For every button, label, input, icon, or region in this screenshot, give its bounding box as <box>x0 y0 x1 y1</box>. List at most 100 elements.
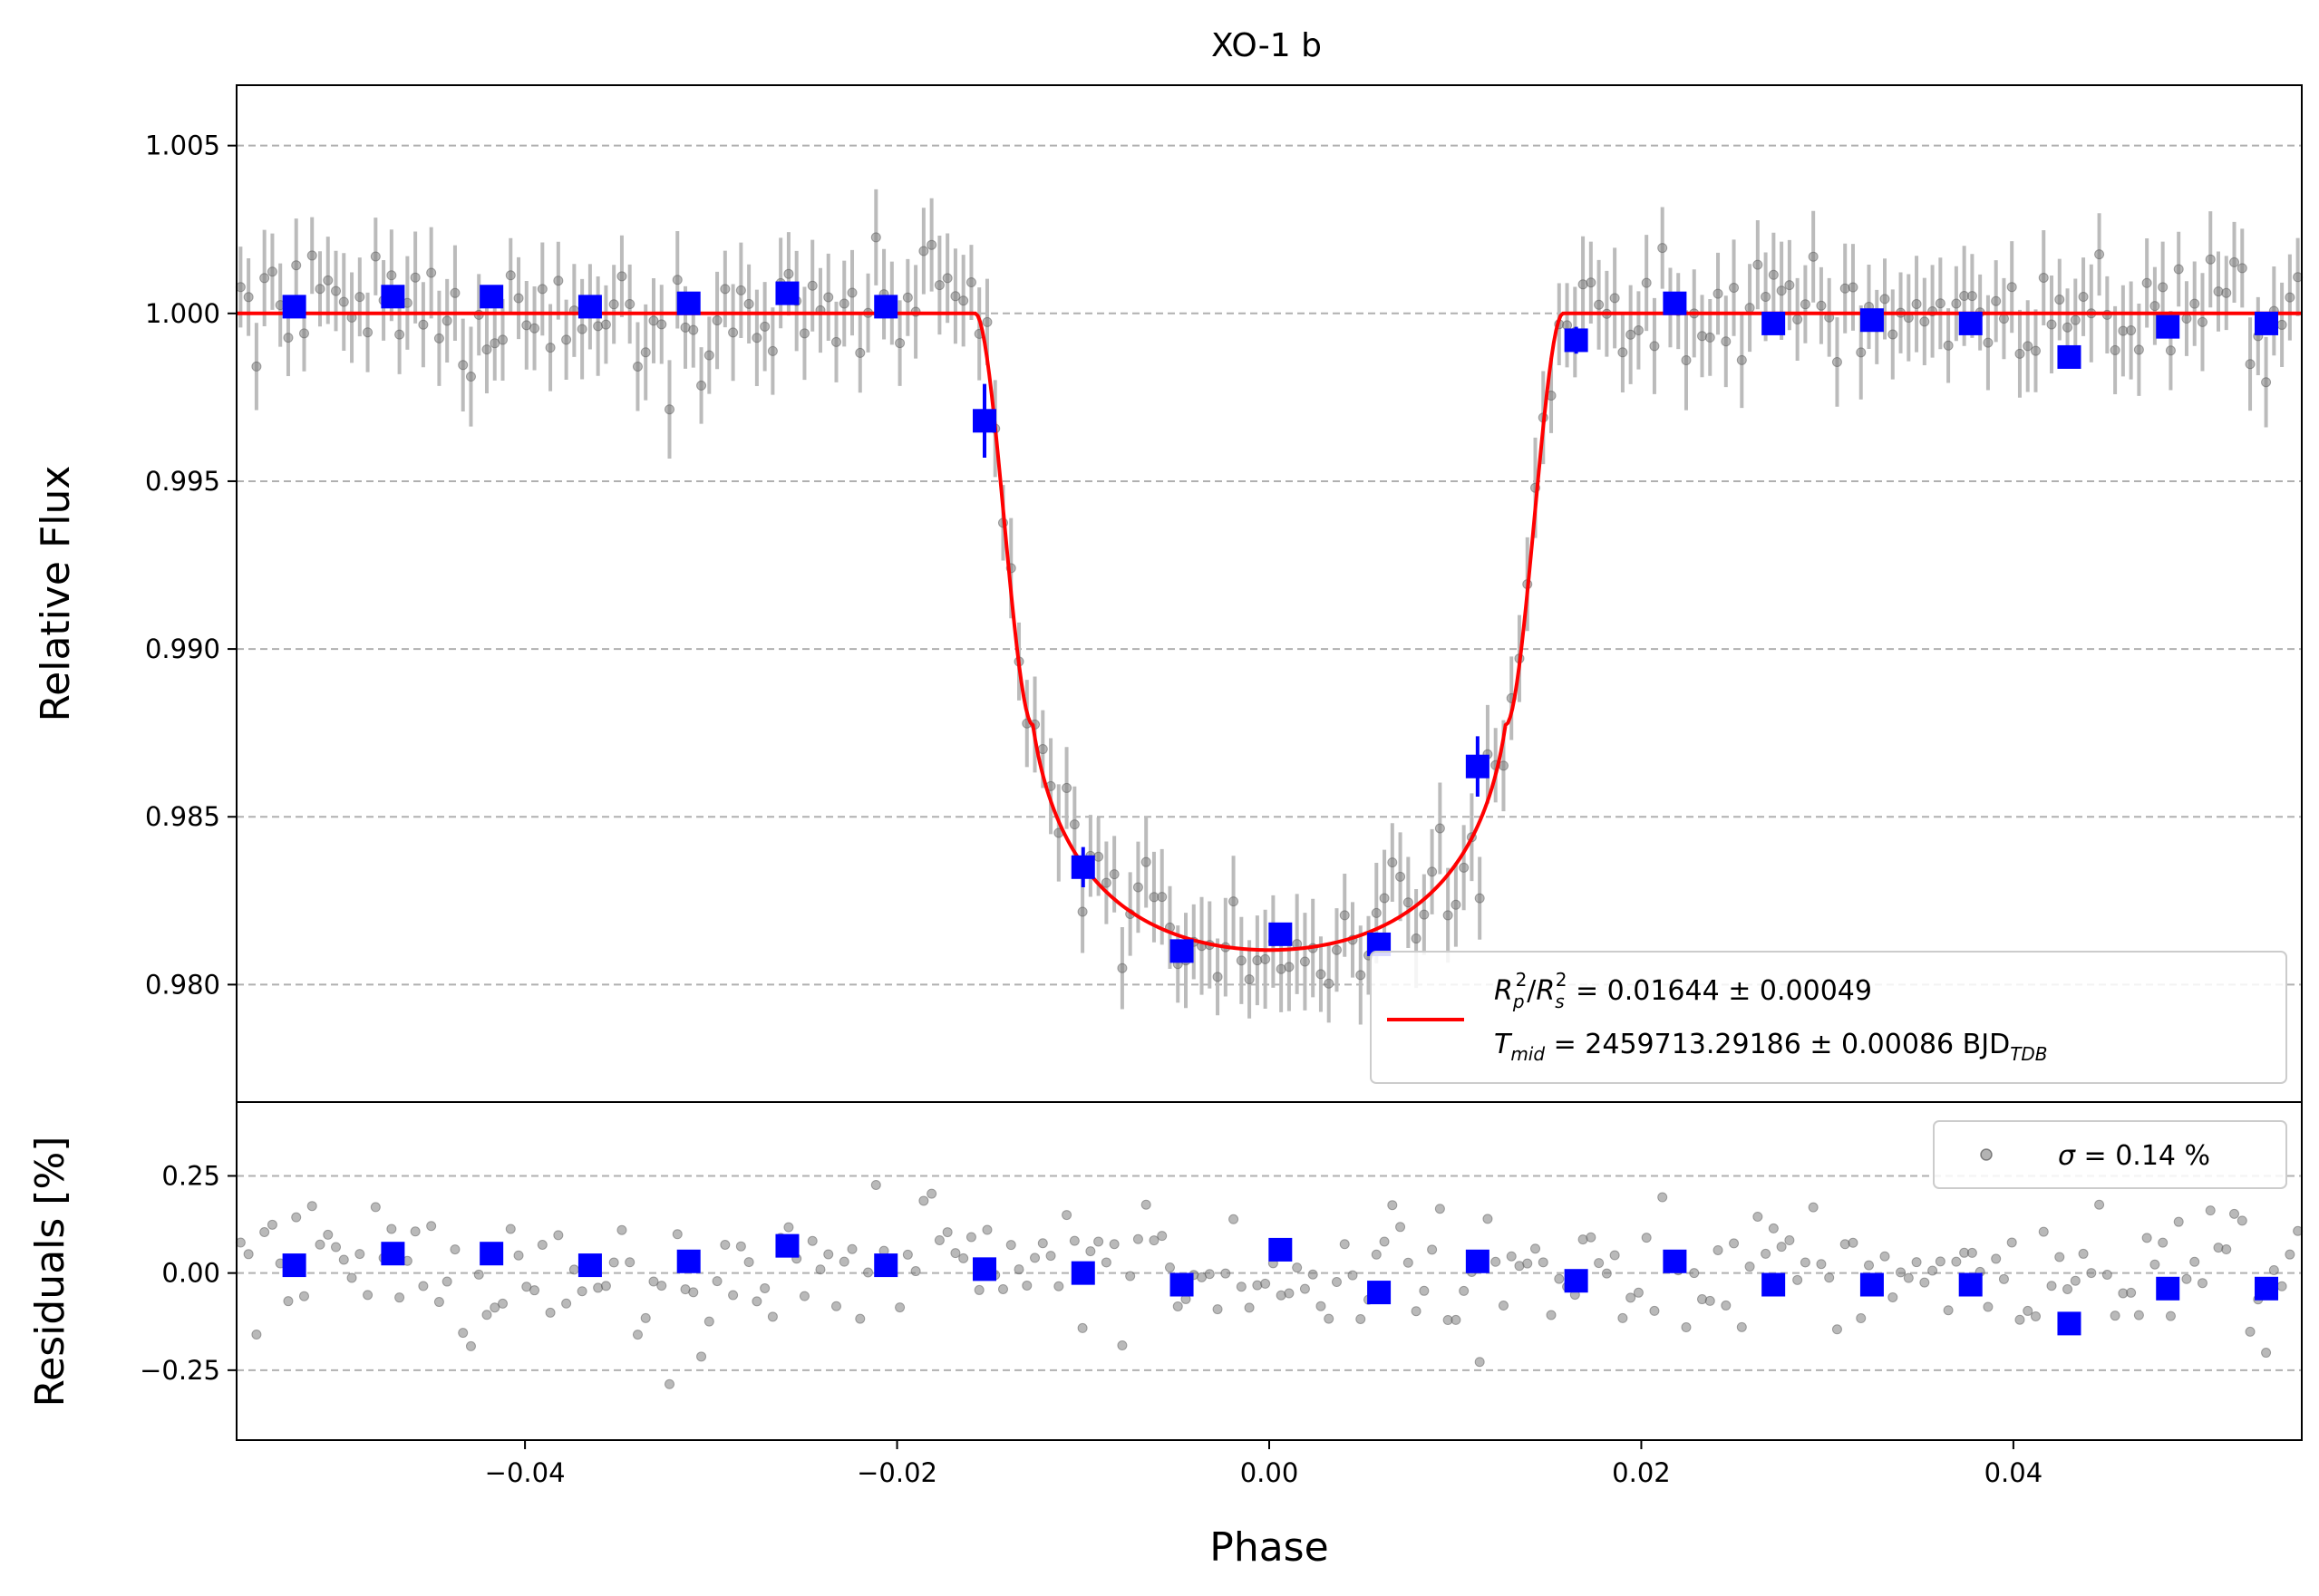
raw-data-point <box>665 404 675 415</box>
raw-data-point <box>1069 819 1080 830</box>
raw-data-point <box>1427 866 1438 877</box>
raw-data-point <box>958 295 969 306</box>
residual-point <box>2261 1348 2272 1359</box>
bottom-y-axis-label: Residuals [%] <box>27 1137 73 1407</box>
residual-point <box>1411 1306 1421 1317</box>
top-panel: 0.980 0.985 0.990 0.995 1.000 1.005 Rp2/Rs2 =… <box>33 84 2304 1103</box>
residual-point <box>672 1229 683 1240</box>
raw-data-point <box>323 275 334 285</box>
residual-point <box>2221 1244 2232 1255</box>
raw-data-point <box>1848 282 1858 293</box>
top-binned-points <box>282 281 2279 963</box>
raw-data-point <box>243 292 254 303</box>
residual-point <box>1752 1211 1763 1222</box>
residual-point <box>458 1328 469 1339</box>
residual-point <box>1299 1283 1310 1294</box>
residual-point <box>1371 1249 1382 1260</box>
raw-data-point <box>608 299 619 310</box>
raw-data-point <box>1625 329 1636 340</box>
raw-data-point <box>2014 348 2025 359</box>
raw-data-point <box>1371 907 1382 918</box>
raw-data-point <box>1236 955 1247 966</box>
residual-point <box>2038 1226 2049 1237</box>
raw-data-point <box>1339 910 1350 921</box>
residual-point <box>703 1316 714 1327</box>
residual-point <box>2133 1310 2144 1320</box>
raw-data-point <box>2046 319 2057 330</box>
raw-data-point <box>1442 910 1453 921</box>
raw-data-point <box>2158 282 2169 293</box>
raw-data-point <box>1983 337 1994 348</box>
binned-residual-point <box>874 1253 898 1278</box>
binned-residual-point <box>775 1233 800 1258</box>
residual-point <box>1617 1312 1628 1323</box>
residual-point <box>1474 1357 1485 1368</box>
raw-data-point <box>1800 299 1810 310</box>
x-tick-label: 0.04 <box>1984 1457 2043 1488</box>
residual-point <box>1998 1273 2009 1284</box>
residual-point <box>815 1264 826 1275</box>
residual-point <box>2149 1259 2160 1270</box>
residual-point <box>1800 1257 1810 1268</box>
residual-point <box>298 1291 309 1301</box>
raw-data-point <box>1324 978 1334 989</box>
binned-residual-point <box>1169 1272 1194 1297</box>
residual-point <box>902 1249 913 1260</box>
residual-point <box>625 1257 636 1268</box>
residual-point <box>291 1212 302 1223</box>
residual-point <box>1125 1271 1136 1282</box>
top-y-tick-label: 1.005 <box>145 131 220 161</box>
residual-point <box>1307 1269 1318 1280</box>
residual-point <box>942 1227 953 1238</box>
residual-point <box>2062 1283 2073 1294</box>
residual-point <box>2165 1311 2176 1321</box>
residual-point <box>688 1287 699 1298</box>
raw-data-point <box>1744 303 1755 314</box>
residual-point <box>1244 1302 1255 1313</box>
residual-point <box>1848 1237 1858 1248</box>
residual-point <box>1093 1236 1104 1247</box>
residual-point <box>1347 1270 1358 1281</box>
raw-data-point <box>1459 862 1470 873</box>
residual-point <box>728 1290 739 1301</box>
binned-data-point <box>1958 311 1983 335</box>
residual-point <box>2245 1326 2256 1337</box>
residual-point <box>958 1253 969 1263</box>
raw-data-point <box>1609 293 1620 304</box>
raw-data-point <box>982 316 993 327</box>
raw-data-point <box>2237 263 2247 274</box>
raw-data-point <box>331 285 342 296</box>
raw-data-point <box>259 273 270 284</box>
raw-data-point <box>1704 332 1715 343</box>
residual-point <box>331 1242 342 1253</box>
bottom-binned-points <box>282 1233 2279 1336</box>
residual-point <box>2094 1199 2105 1210</box>
binned-data-point <box>874 295 898 319</box>
raw-data-point <box>1411 933 1421 944</box>
residual-point <box>1014 1264 1024 1275</box>
residual-point <box>1339 1239 1350 1250</box>
raw-data-point <box>1966 291 1977 302</box>
top-y-tick-label: 0.995 <box>145 466 220 497</box>
raw-data-point <box>847 287 858 298</box>
raw-data-point <box>1402 897 1413 908</box>
residual-point <box>259 1226 270 1237</box>
residual-point <box>608 1257 619 1268</box>
residual-point <box>1157 1231 1168 1242</box>
raw-data-point <box>839 298 849 309</box>
residual-point <box>1625 1292 1636 1303</box>
raw-data-point <box>561 334 572 345</box>
raw-data-point <box>1761 291 1771 302</box>
raw-data-point <box>441 315 452 326</box>
residual-point <box>767 1311 778 1322</box>
raw-data-point <box>593 321 604 332</box>
residual-point <box>1228 1214 1239 1224</box>
x-tick-label: 0.02 <box>1612 1457 1671 1488</box>
raw-data-point <box>2229 256 2240 267</box>
residual-point <box>799 1291 810 1301</box>
residual-point <box>1896 1267 1907 1278</box>
raw-data-point <box>2110 344 2120 355</box>
x-tick-label: −0.04 <box>485 1457 566 1488</box>
raw-data-point <box>1633 325 1644 336</box>
top-y-tick-label: 0.990 <box>145 634 220 664</box>
